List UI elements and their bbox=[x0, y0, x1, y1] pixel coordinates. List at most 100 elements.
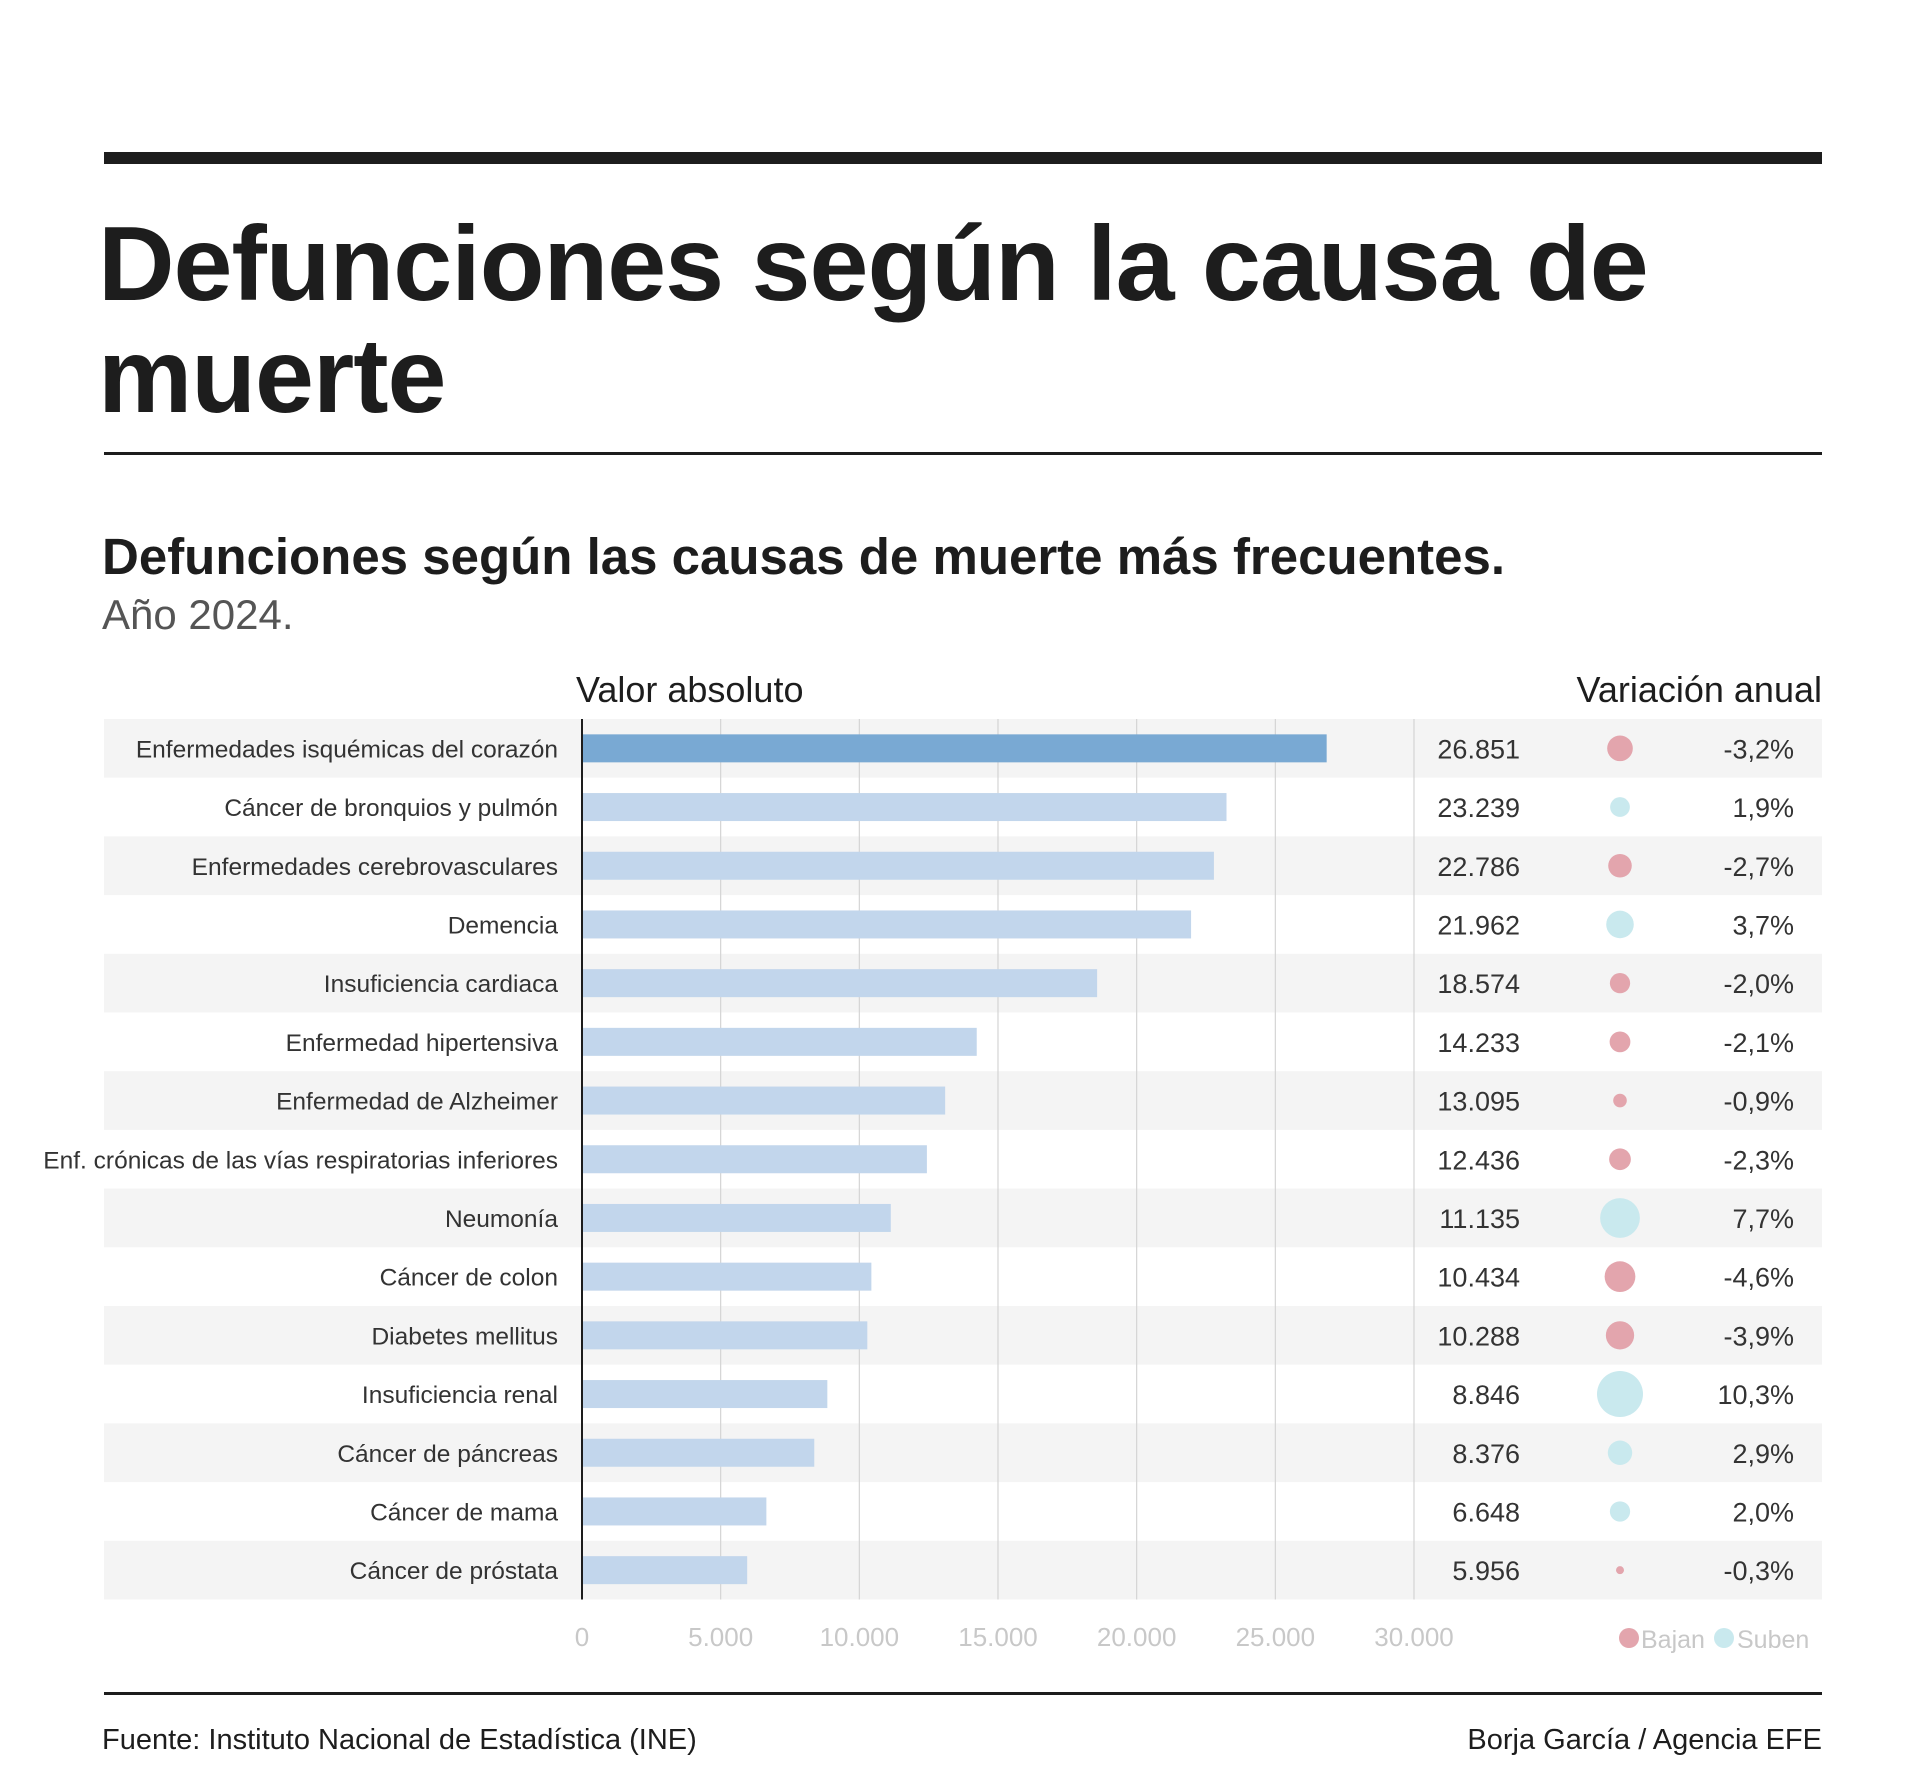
value-label: 21.962 bbox=[1437, 910, 1520, 940]
category-label: Cáncer de mama bbox=[370, 1499, 558, 1526]
value-label: 10.288 bbox=[1437, 1321, 1520, 1351]
variation-label: 1,9% bbox=[1732, 793, 1794, 823]
value-label: 8.846 bbox=[1452, 1380, 1520, 1410]
absolute-value-heading: Valor absoluto bbox=[576, 669, 804, 710]
bar bbox=[582, 969, 1098, 998]
variation-label: 2,0% bbox=[1732, 1497, 1794, 1527]
bar bbox=[582, 1321, 868, 1350]
value-label: 10.434 bbox=[1437, 1263, 1520, 1293]
variation-label: -3,9% bbox=[1723, 1321, 1794, 1351]
legend-down-dot bbox=[1619, 1628, 1639, 1648]
value-label: 22.786 bbox=[1437, 852, 1520, 882]
bar bbox=[582, 1556, 748, 1585]
variation-dot-down bbox=[1605, 1321, 1635, 1350]
variation-dot-down bbox=[1609, 1031, 1631, 1053]
value-label: 26.851 bbox=[1437, 734, 1520, 764]
category-label: Neumonía bbox=[445, 1206, 558, 1233]
variation-dot-up bbox=[1610, 797, 1630, 817]
value-label: 8.376 bbox=[1452, 1439, 1520, 1469]
variation-label: -0,3% bbox=[1723, 1556, 1794, 1586]
x-tick-label: 0 bbox=[575, 1622, 589, 1652]
x-tick-label: 20.000 bbox=[1097, 1622, 1177, 1652]
bar bbox=[582, 734, 1327, 763]
bar bbox=[582, 1262, 872, 1291]
variation-dot-down bbox=[1613, 1093, 1627, 1108]
variation-dot-down bbox=[1604, 1261, 1636, 1293]
variation-label: 10,3% bbox=[1717, 1380, 1794, 1410]
variation-label: -4,6% bbox=[1723, 1263, 1794, 1293]
value-label: 5.956 bbox=[1452, 1556, 1520, 1586]
x-tick-label: 10.000 bbox=[820, 1622, 900, 1652]
variation-label: 3,7% bbox=[1732, 910, 1794, 940]
legend-up-dot bbox=[1714, 1628, 1734, 1648]
x-tick-label: 15.000 bbox=[958, 1622, 1038, 1652]
top-rule bbox=[104, 152, 1822, 164]
chart-year-note: Año 2024. bbox=[102, 591, 294, 638]
category-label: Enf. crónicas de las vías respiratorias … bbox=[43, 1147, 558, 1174]
variation-label: -3,2% bbox=[1723, 734, 1794, 764]
category-label: Insuficiencia renal bbox=[362, 1382, 558, 1409]
category-label: Enfermedades isquémicas del corazón bbox=[136, 736, 558, 763]
x-tick-label: 30.000 bbox=[1374, 1622, 1454, 1652]
row-stripe bbox=[104, 1071, 1822, 1130]
value-label: 14.233 bbox=[1437, 1028, 1520, 1058]
category-label: Cáncer de páncreas bbox=[337, 1441, 558, 1468]
variation-dot-up bbox=[1609, 1501, 1631, 1522]
legend-down-label: Bajan bbox=[1641, 1626, 1705, 1654]
category-label: Cáncer de colon bbox=[380, 1265, 558, 1292]
variation-label: 2,9% bbox=[1732, 1439, 1794, 1469]
source-note: Fuente: Instituto Nacional de Estadístic… bbox=[102, 1724, 697, 1756]
row-stripe bbox=[104, 1540, 1822, 1600]
bottom-rule bbox=[104, 1692, 1822, 1695]
category-label: Enfermedad hipertensiva bbox=[286, 1030, 559, 1057]
bar bbox=[582, 1203, 891, 1232]
x-tick-label: 25.000 bbox=[1236, 1622, 1316, 1652]
variation-dot-up bbox=[1606, 910, 1634, 939]
bar bbox=[582, 910, 1192, 939]
bar bbox=[582, 1380, 828, 1409]
category-label: Diabetes mellitus bbox=[371, 1323, 558, 1350]
variation-label: -2,0% bbox=[1723, 969, 1794, 999]
variation-dot-down bbox=[1609, 973, 1631, 994]
variation-dot-up bbox=[1597, 1371, 1643, 1418]
row-stripe bbox=[104, 1188, 1822, 1248]
value-label: 23.239 bbox=[1437, 793, 1520, 823]
value-label: 12.436 bbox=[1437, 1145, 1520, 1175]
bar bbox=[582, 851, 1214, 880]
value-label: 6.648 bbox=[1452, 1497, 1520, 1527]
category-label: Cáncer de próstata bbox=[350, 1558, 559, 1585]
bar bbox=[582, 1086, 946, 1115]
variation-label: -2,7% bbox=[1723, 852, 1794, 882]
category-label: Enfermedades cerebrovasculares bbox=[192, 854, 558, 881]
row-stripe bbox=[104, 1306, 1822, 1365]
category-label: Demencia bbox=[448, 912, 559, 939]
bar bbox=[582, 793, 1227, 822]
credit-note: Borja García / Agencia EFE bbox=[1467, 1724, 1822, 1756]
category-label: Cáncer de bronquios y pulmón bbox=[224, 795, 558, 822]
legend-up-label: Suben bbox=[1737, 1626, 1809, 1654]
bar bbox=[582, 1145, 927, 1174]
category-label: Enfermedad de Alzheimer bbox=[276, 1089, 558, 1116]
bar bbox=[582, 1497, 767, 1526]
value-label: 11.135 bbox=[1439, 1204, 1520, 1234]
variation-label: -2,1% bbox=[1723, 1028, 1794, 1058]
variation-dot-down bbox=[1607, 735, 1633, 762]
chart-subtitle: Defunciones según las causas de muerte m… bbox=[102, 528, 1506, 585]
value-label: 13.095 bbox=[1437, 1087, 1520, 1117]
value-label: 18.574 bbox=[1437, 969, 1520, 999]
row-stripe bbox=[104, 1423, 1822, 1483]
title-divider bbox=[104, 452, 1822, 455]
variation-dot-down bbox=[1609, 1148, 1631, 1171]
category-label: Insuficiencia cardiaca bbox=[324, 971, 559, 998]
variation-dot-up bbox=[1600, 1198, 1640, 1238]
x-tick-label: 5.000 bbox=[688, 1622, 753, 1652]
variation-label: 7,7% bbox=[1732, 1204, 1794, 1234]
bar bbox=[582, 1027, 977, 1056]
page-title: Defunciones según la causa de muerte bbox=[98, 205, 1649, 435]
variation-dot-down bbox=[1608, 853, 1632, 878]
bar bbox=[582, 1438, 815, 1467]
annual-variation-heading: Variación anual bbox=[1576, 669, 1823, 710]
variation-dot-up bbox=[1607, 1440, 1633, 1465]
variation-dot-down bbox=[1616, 1566, 1624, 1575]
